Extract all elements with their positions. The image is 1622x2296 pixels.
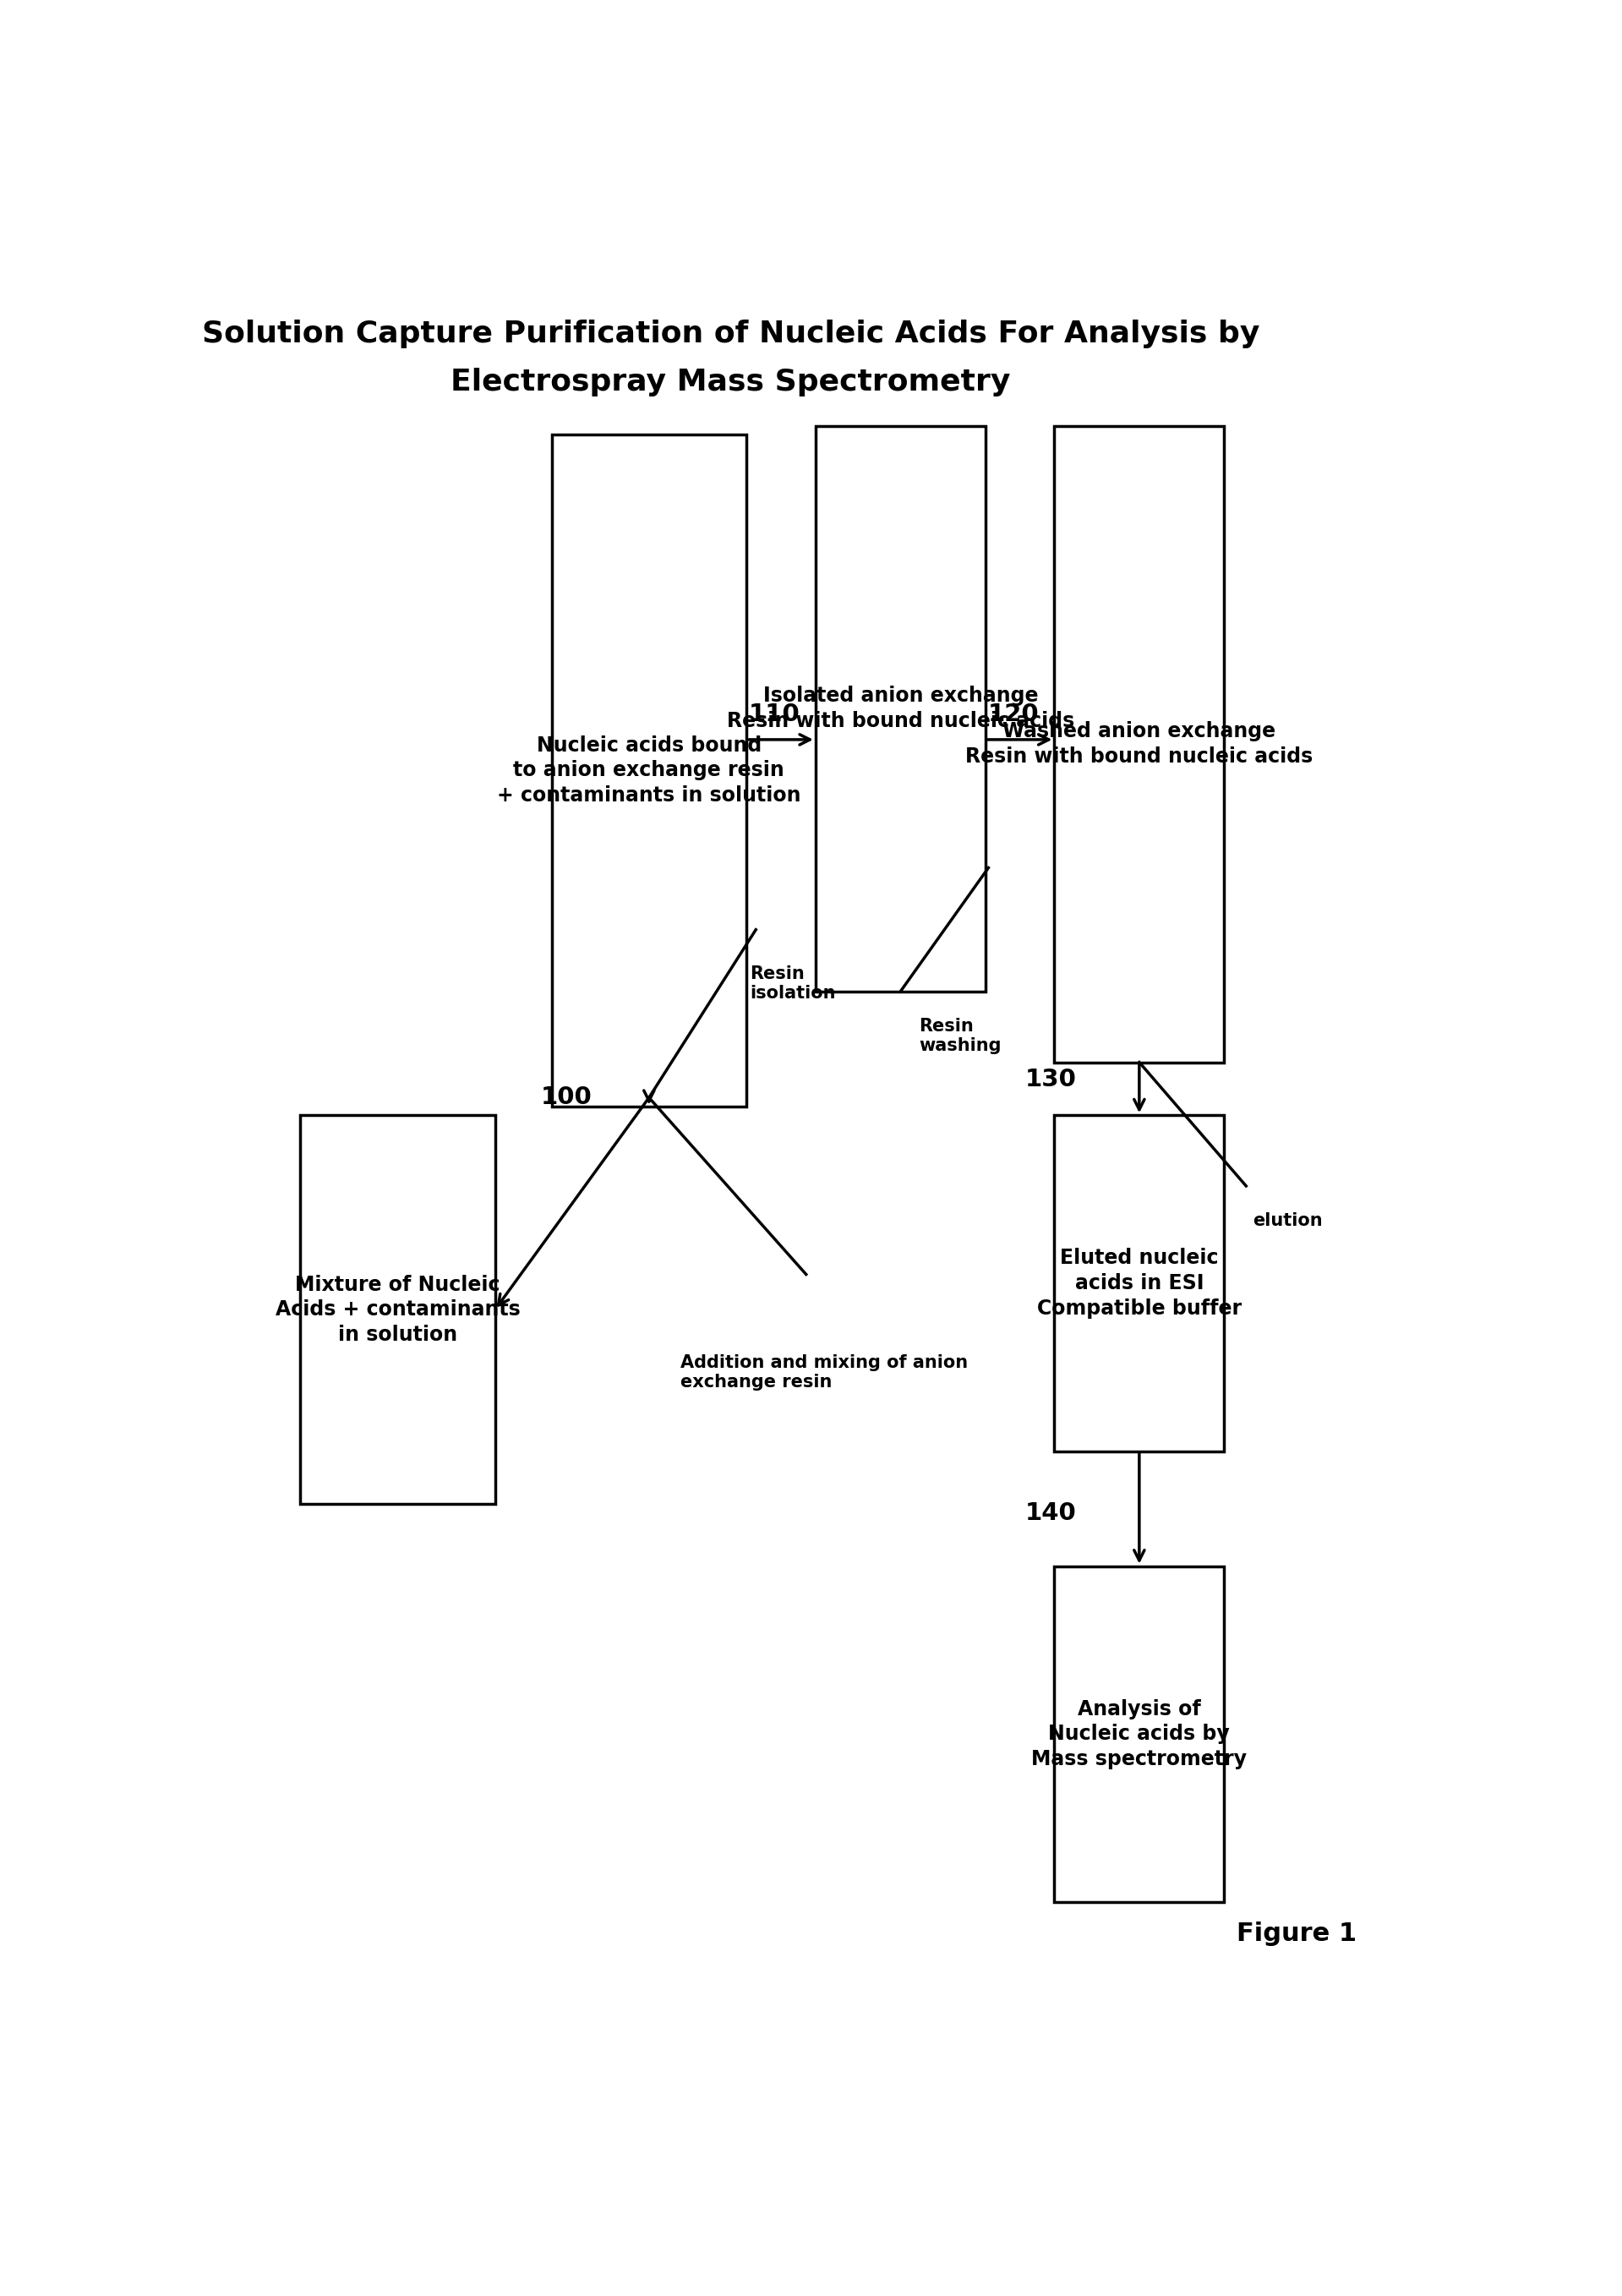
Text: Resin
isolation: Resin isolation	[749, 964, 835, 1001]
Text: 130: 130	[1025, 1068, 1077, 1093]
Text: Figure 1: Figure 1	[1236, 1922, 1356, 1947]
Text: Washed anion exchange
Resin with bound nucleic acids: Washed anion exchange Resin with bound n…	[965, 721, 1314, 767]
Text: Resin
washing: Resin washing	[920, 1017, 1002, 1054]
Text: 120: 120	[988, 703, 1040, 726]
Bar	[816, 425, 985, 992]
Text: Solution Capture Purification of Nucleic Acids For Analysis by: Solution Capture Purification of Nucleic…	[201, 319, 1260, 349]
Text: Eluted nucleic
acids in ESI
Compatible buffer: Eluted nucleic acids in ESI Compatible b…	[1036, 1249, 1241, 1318]
Bar	[1054, 1566, 1225, 1901]
Text: Electrospray Mass Spectrometry: Electrospray Mass Spectrometry	[451, 367, 1011, 397]
Bar	[1054, 425, 1225, 1063]
Text: elution: elution	[1252, 1212, 1322, 1228]
Text: 110: 110	[749, 703, 800, 726]
Text: Nucleic acids bound
to anion exchange resin
+ contaminants in solution: Nucleic acids bound to anion exchange re…	[496, 735, 801, 806]
Bar	[300, 1116, 495, 1504]
Text: 140: 140	[1025, 1502, 1077, 1525]
Text: Analysis of
Nucleic acids by
Mass spectrometry: Analysis of Nucleic acids by Mass spectr…	[1032, 1699, 1247, 1770]
Text: Isolated anion exchange
Resin with bound nucleic acids: Isolated anion exchange Resin with bound…	[727, 687, 1074, 732]
Bar	[551, 434, 746, 1107]
Text: 100: 100	[542, 1086, 592, 1109]
Text: Mixture of Nucleic
Acids + contaminants
in solution: Mixture of Nucleic Acids + contaminants …	[276, 1274, 521, 1345]
Text: Addition and mixing of anion
exchange resin: Addition and mixing of anion exchange re…	[681, 1355, 968, 1391]
Bar	[1054, 1116, 1225, 1451]
